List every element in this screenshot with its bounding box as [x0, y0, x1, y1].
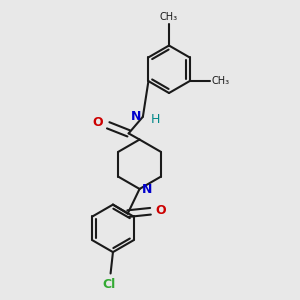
Text: N: N [142, 183, 152, 196]
Text: O: O [155, 204, 166, 217]
Text: H: H [151, 112, 160, 126]
Text: N: N [131, 110, 142, 123]
Text: Cl: Cl [103, 278, 116, 291]
Text: CH₃: CH₃ [160, 12, 178, 22]
Text: CH₃: CH₃ [212, 76, 230, 86]
Text: O: O [92, 116, 103, 129]
